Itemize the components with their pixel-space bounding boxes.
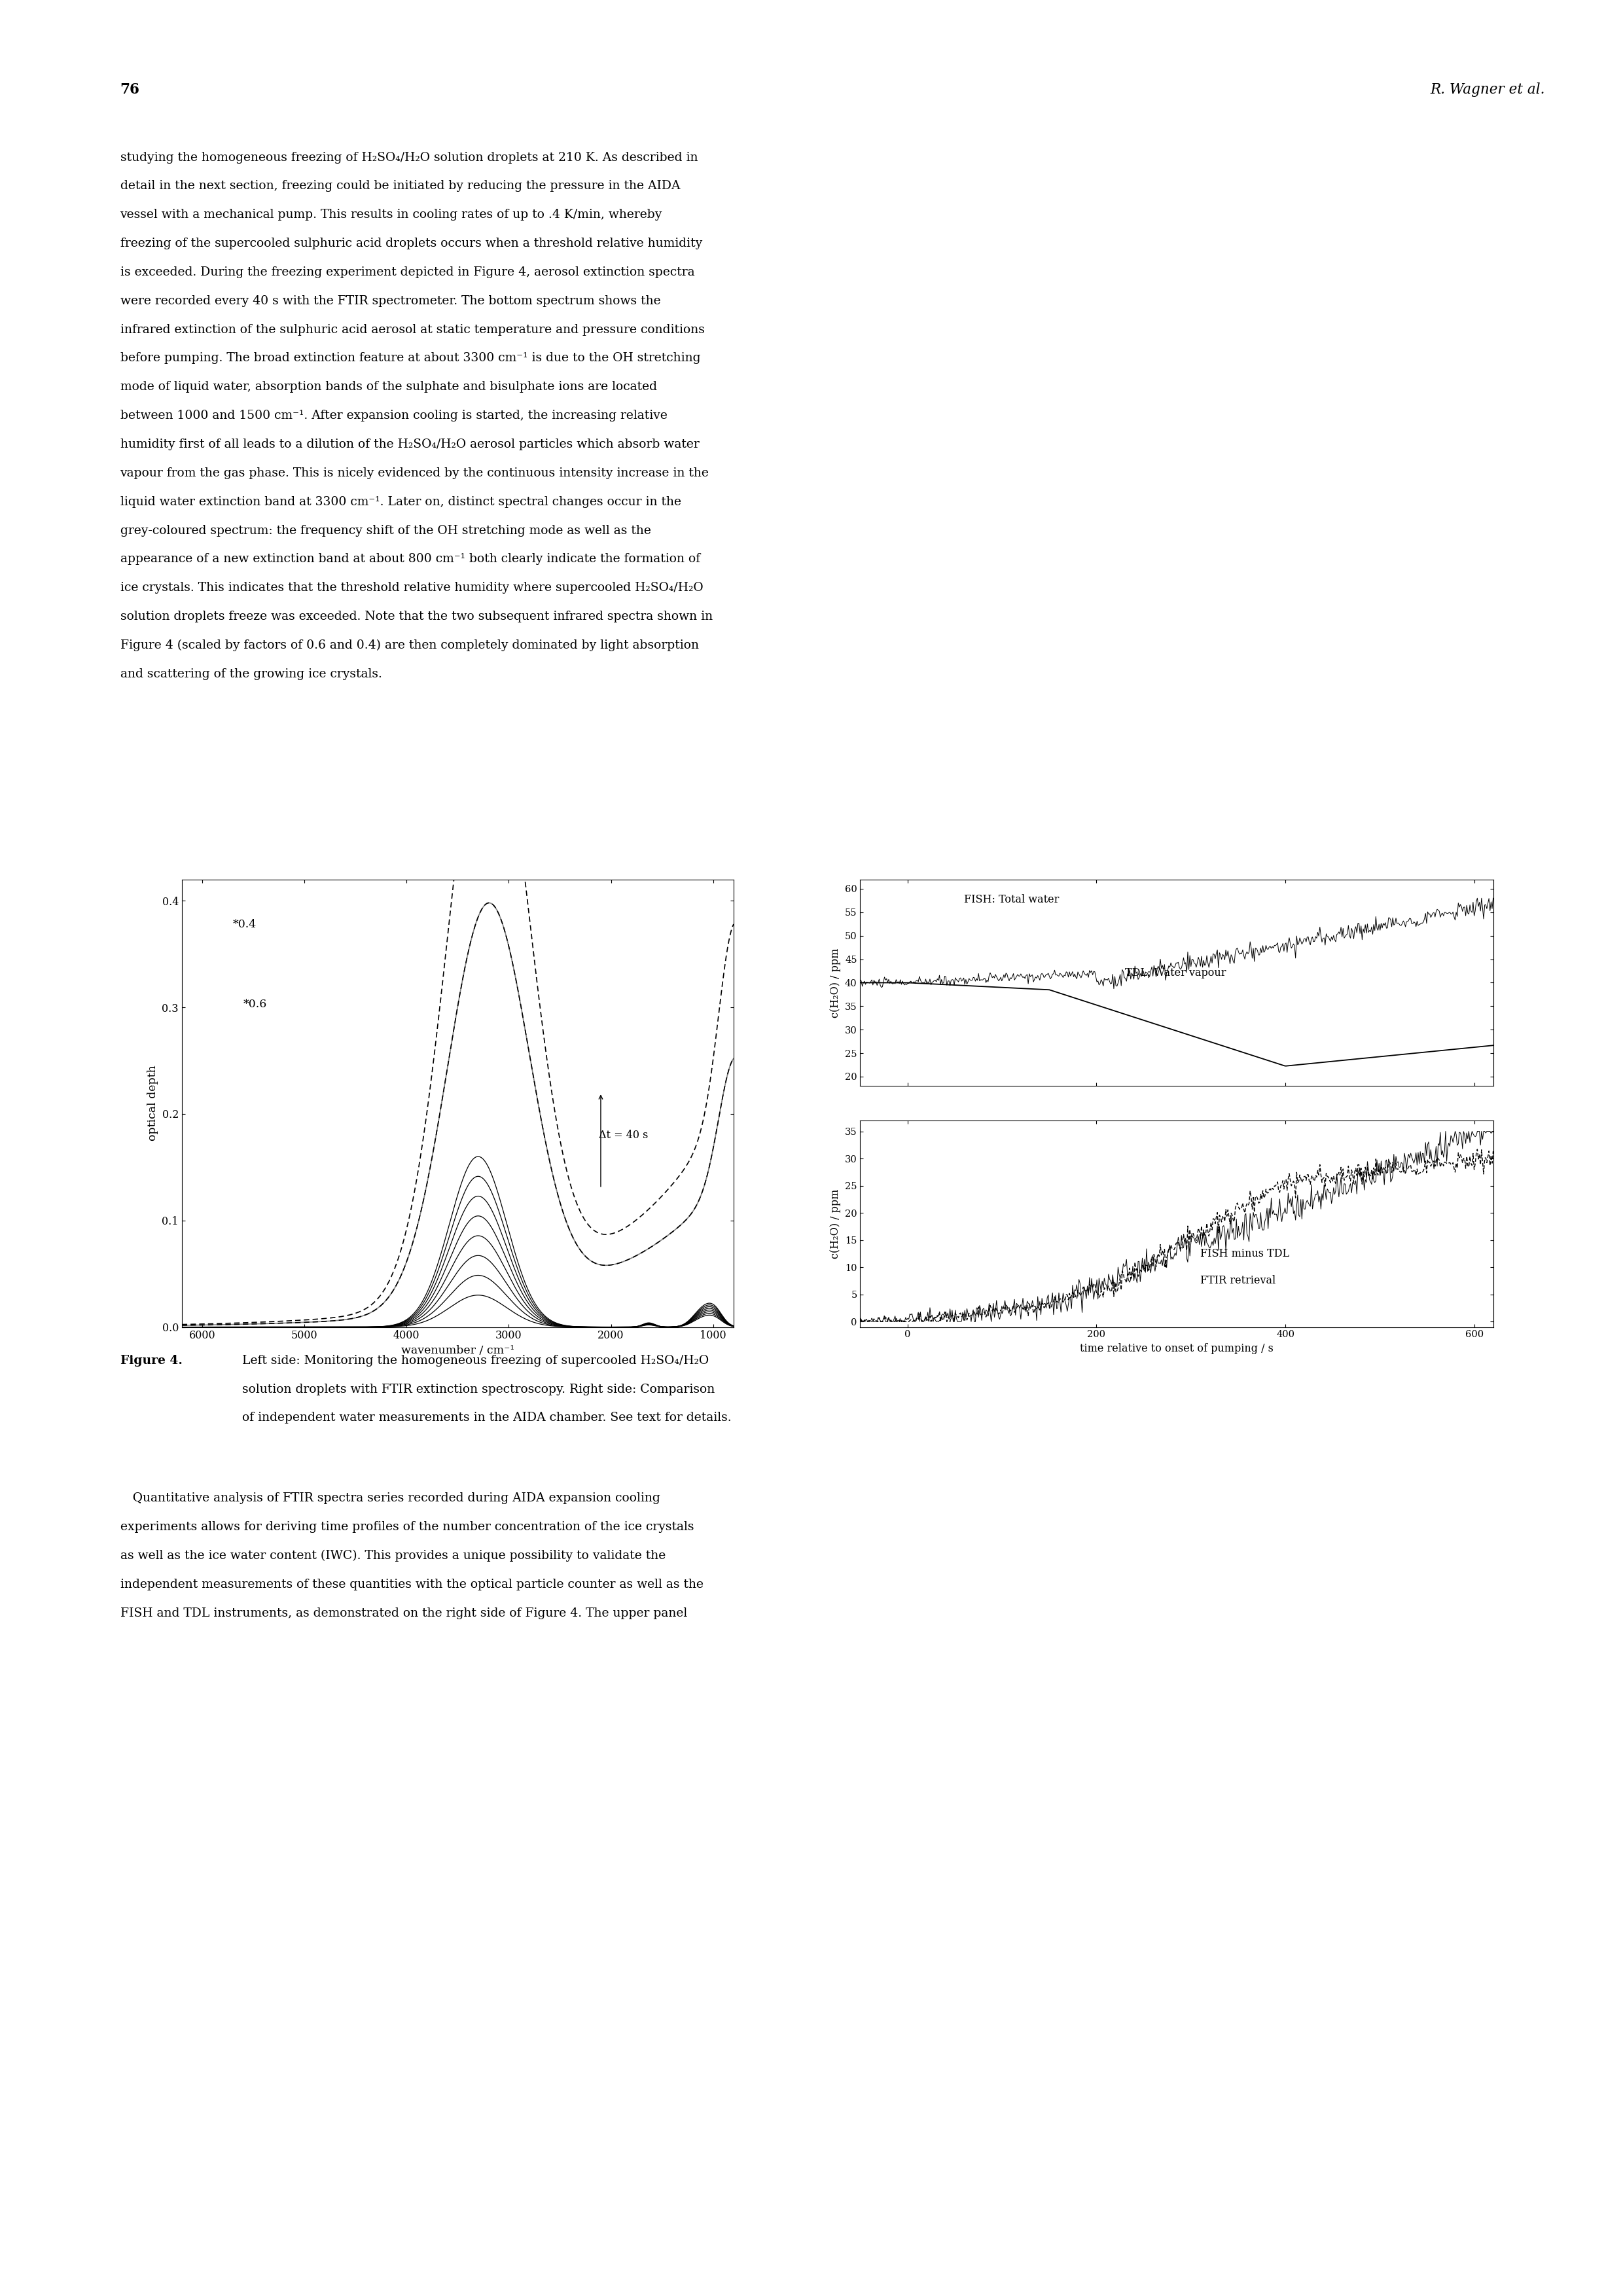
Text: studying the homogeneous freezing of H₂SO₄/H₂O solution droplets at 210 K. As de: studying the homogeneous freezing of H₂S…	[120, 152, 698, 163]
Y-axis label: c(H₂O) / ppm: c(H₂O) / ppm	[829, 948, 841, 1017]
Text: *0.4: *0.4	[232, 918, 256, 930]
Text: Figure 4 (scaled by factors of 0.6 and 0.4) are then completely dominated by lig: Figure 4 (scaled by factors of 0.6 and 0…	[120, 638, 698, 652]
Text: solution droplets with FTIR extinction spectroscopy. Right side: Comparison: solution droplets with FTIR extinction s…	[242, 1382, 714, 1396]
Text: is exceeded. During the freezing experiment depicted in Figure 4, aerosol extinc: is exceeded. During the freezing experim…	[120, 266, 695, 278]
Text: of independent water measurements in the AIDA chamber. See text for details.: of independent water measurements in the…	[242, 1412, 730, 1424]
Text: vessel with a mechanical pump. This results in cooling rates of up to .4 K/min, : vessel with a mechanical pump. This resu…	[120, 209, 662, 220]
Text: Left side: Monitoring the homogeneous freezing of supercooled H₂SO₄/H₂O: Left side: Monitoring the homogeneous fr…	[242, 1355, 709, 1366]
Text: freezing of the supercooled sulphuric acid droplets occurs when a threshold rela: freezing of the supercooled sulphuric ac…	[120, 236, 703, 250]
Text: as well as the ice water content (IWC). This provides a unique possibility to va: as well as the ice water content (IWC). …	[120, 1550, 665, 1561]
Text: vapour from the gas phase. This is nicely evidenced by the continuous intensity : vapour from the gas phase. This is nicel…	[120, 468, 709, 480]
Text: R. Wagner et al.: R. Wagner et al.	[1430, 83, 1545, 96]
Text: *0.6: *0.6	[243, 999, 266, 1010]
Text: were recorded every 40 s with the FTIR spectrometer. The bottom spectrum shows t: were recorded every 40 s with the FTIR s…	[120, 294, 661, 308]
Text: Quantitative analysis of FTIR spectra series recorded during AIDA expansion cool: Quantitative analysis of FTIR spectra se…	[120, 1492, 661, 1504]
Text: FTIR retrieval: FTIR retrieval	[1201, 1274, 1276, 1286]
Text: Δt = 40 s: Δt = 40 s	[599, 1130, 648, 1141]
Y-axis label: optical depth: optical depth	[148, 1065, 159, 1141]
Text: FISH minus TDL: FISH minus TDL	[1201, 1249, 1289, 1258]
Text: appearance of a new extinction band at about 800 cm⁻¹ both clearly indicate the : appearance of a new extinction band at a…	[120, 553, 700, 565]
Text: before pumping. The broad extinction feature at about 3300 cm⁻¹ is due to the OH: before pumping. The broad extinction fea…	[120, 351, 700, 365]
Text: detail in the next section, freezing could be initiated by reducing the pressure: detail in the next section, freezing cou…	[120, 179, 680, 193]
Text: FISH and TDL instruments, as demonstrated on the right side of Figure 4. The upp: FISH and TDL instruments, as demonstrate…	[120, 1607, 687, 1619]
Text: Figure 4.: Figure 4.	[120, 1355, 182, 1366]
Text: grey-coloured spectrum: the frequency shift of the OH stretching mode as well as: grey-coloured spectrum: the frequency sh…	[120, 523, 651, 537]
Text: independent measurements of these quantities with the optical particle counter a: independent measurements of these quanti…	[120, 1580, 703, 1591]
X-axis label: time relative to onset of pumping / s: time relative to onset of pumping / s	[1079, 1343, 1274, 1355]
Text: and scattering of the growing ice crystals.: and scattering of the growing ice crysta…	[120, 668, 381, 680]
X-axis label: wavenumber / cm⁻¹: wavenumber / cm⁻¹	[401, 1345, 514, 1357]
Text: TDL: Water vapour: TDL: Water vapour	[1125, 967, 1225, 978]
Text: ice crystals. This indicates that the threshold relative humidity where supercoo: ice crystals. This indicates that the th…	[120, 581, 703, 595]
Y-axis label: c(H₂O) / ppm: c(H₂O) / ppm	[829, 1189, 841, 1258]
Text: liquid water extinction band at 3300 cm⁻¹. Later on, distinct spectral changes o: liquid water extinction band at 3300 cm⁻…	[120, 496, 682, 507]
Text: experiments allows for deriving time profiles of the number concentration of the: experiments allows for deriving time pro…	[120, 1522, 693, 1534]
Text: infrared extinction of the sulphuric acid aerosol at static temperature and pres: infrared extinction of the sulphuric aci…	[120, 324, 704, 335]
Text: FISH: Total water: FISH: Total water	[964, 895, 1060, 905]
Text: humidity first of all leads to a dilution of the H₂SO₄/H₂O aerosol particles whi: humidity first of all leads to a dilutio…	[120, 439, 700, 450]
Text: solution droplets freeze was exceeded. Note that the two subsequent infrared spe: solution droplets freeze was exceeded. N…	[120, 611, 712, 622]
Text: 76: 76	[120, 83, 140, 96]
Text: mode of liquid water, absorption bands of the sulphate and bisulphate ions are l: mode of liquid water, absorption bands o…	[120, 381, 657, 393]
Text: between 1000 and 1500 cm⁻¹. After expansion cooling is started, the increasing r: between 1000 and 1500 cm⁻¹. After expans…	[120, 409, 667, 422]
